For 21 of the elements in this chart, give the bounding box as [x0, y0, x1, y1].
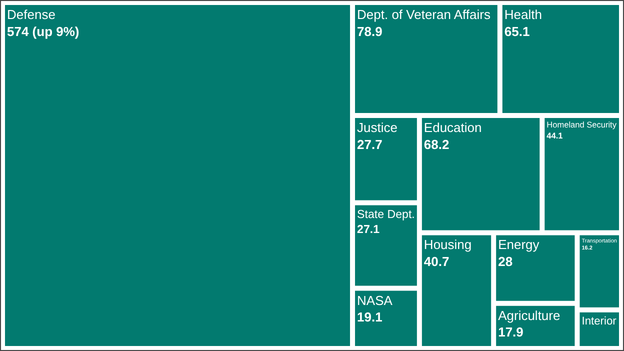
data-label: 65.1 — [504, 24, 530, 39]
category-label: Defense — [7, 7, 56, 22]
data-label: 17.9 — [498, 324, 524, 340]
data-label: 40.7 — [424, 254, 450, 270]
category-label: Justice — [357, 120, 398, 135]
category-label: Interior — [582, 316, 617, 328]
data-label: 68.2 — [424, 136, 450, 152]
category-label: Agriculture — [498, 308, 560, 323]
data-label: 19.1 — [357, 310, 382, 325]
category-label: Housing — [424, 237, 472, 252]
data-label: 28 — [498, 254, 513, 270]
data-label: 574 (up 9%) — [7, 24, 80, 39]
category-label: Dept. of Veteran Affairs — [357, 7, 491, 22]
category-label: State Dept. — [357, 208, 415, 221]
data-label: 27.7 — [357, 136, 382, 152]
category-label: Education — [424, 120, 482, 135]
category-label: Energy — [498, 237, 540, 252]
category-label: Health — [504, 7, 542, 22]
data-label: 27.1 — [357, 224, 380, 236]
data-label: 78.9 — [357, 24, 382, 39]
category-label: NASA — [357, 292, 393, 308]
